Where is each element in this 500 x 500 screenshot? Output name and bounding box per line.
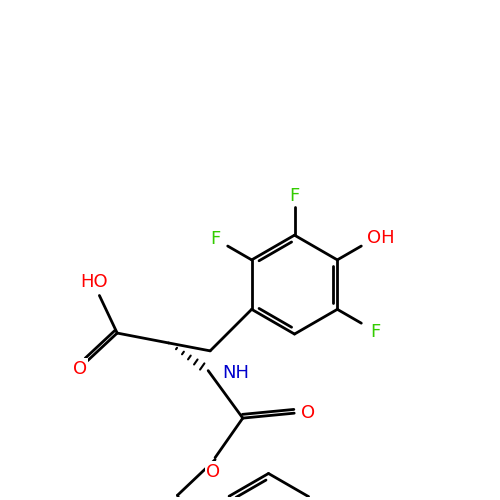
Text: O: O [72,360,86,378]
Text: F: F [210,230,221,248]
Text: NH: NH [222,364,249,382]
Text: OH: OH [367,228,394,246]
Text: O: O [206,462,220,480]
Text: F: F [290,186,300,204]
Text: HO: HO [80,272,108,290]
Text: O: O [301,404,315,422]
Text: F: F [370,323,381,341]
